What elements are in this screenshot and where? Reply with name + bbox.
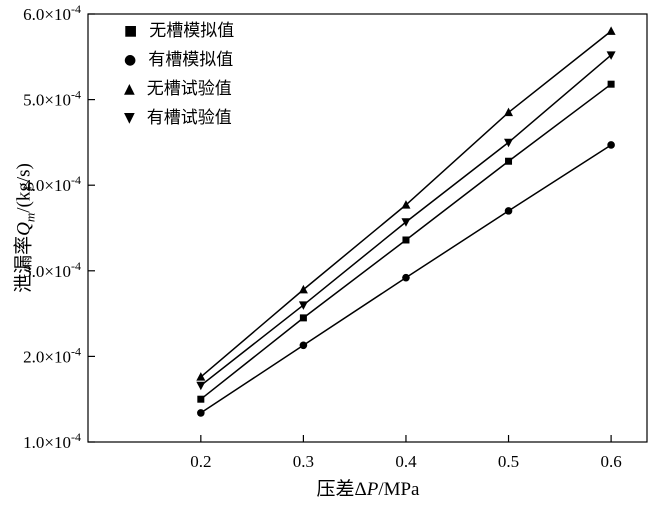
x-axis-title: 压差ΔP/MPa <box>316 474 419 501</box>
data-point-marker <box>196 381 206 391</box>
legend-label: 无槽模拟值 <box>149 21 235 40</box>
x-tick-label: 0.5 <box>498 452 519 471</box>
legend-item-no-groove-simulated: ■ 无槽模拟值 <box>124 20 234 41</box>
data-point-marker <box>607 141 615 149</box>
data-point-marker <box>299 314 307 322</box>
data-point-marker <box>401 200 411 209</box>
data-point-marker <box>504 107 514 117</box>
y-tick-label: 3.0×10-4 <box>23 259 81 281</box>
x-axis-title-text: 压差Δ <box>316 479 367 500</box>
triangle-up-marker-icon: ▲ <box>124 80 135 97</box>
legend-item-groove-test: ▼ 有槽试验值 <box>124 107 234 128</box>
legend-label: 有槽模拟值 <box>148 50 234 69</box>
legend-label: 无槽试验值 <box>146 79 232 98</box>
x-tick-label: 0.6 <box>600 452 621 471</box>
y-tick-label: 4.0×10-4 <box>23 173 81 195</box>
data-point-marker <box>197 409 205 417</box>
y-axis-variable: Q <box>13 222 35 236</box>
x-axis-unit: /MPa <box>378 479 420 500</box>
x-tick-label: 0.2 <box>190 452 211 471</box>
y-tick-label: 6.0×10-4 <box>23 2 81 24</box>
x-tick-label: 0.4 <box>395 452 417 471</box>
chart-legend: ■ 无槽模拟值 ● 有槽模拟值 ▲ 无槽试验值 ▼ 有槽试验值 <box>124 20 234 128</box>
circle-marker-icon: ● <box>124 51 137 68</box>
legend-item-groove-simulated: ● 有槽模拟值 <box>124 49 234 70</box>
data-point-marker <box>607 80 615 88</box>
legend-label: 有槽试验值 <box>146 108 232 127</box>
legend-item-no-groove-test: ▲ 无槽试验值 <box>124 78 234 99</box>
data-point-marker <box>504 138 514 148</box>
data-point-marker <box>504 207 513 215</box>
data-point-marker <box>299 341 308 350</box>
y-tick-label: 2.0×10-4 <box>23 344 81 366</box>
y-axis-variable-subscript: m <box>22 212 38 223</box>
y-axis-title: 泄漏率Qm/(kg/s) <box>9 163 38 293</box>
triangle-down-marker-icon: ▼ <box>124 109 135 126</box>
plot-frame <box>87 13 648 443</box>
data-point-marker <box>402 236 410 244</box>
y-axis-title-text: 泄漏率 <box>13 235 35 293</box>
data-point-marker <box>505 157 513 165</box>
data-point-marker <box>401 218 411 227</box>
data-point-marker <box>197 395 205 403</box>
x-axis-variable: P <box>366 479 379 500</box>
square-marker-icon: ■ <box>124 22 138 39</box>
y-axis-unit: /(kg/s) <box>13 163 35 213</box>
data-point-marker <box>402 273 410 282</box>
x-tick-label: 0.3 <box>293 452 314 471</box>
data-point-marker <box>298 284 308 294</box>
data-point-marker <box>606 26 616 35</box>
data-point-marker <box>606 51 616 60</box>
y-tick-label: 5.0×10-4 <box>23 88 81 110</box>
y-tick-label: 1.0×10-4 <box>23 430 81 452</box>
data-point-marker <box>298 301 308 310</box>
data-point-marker <box>196 372 206 381</box>
